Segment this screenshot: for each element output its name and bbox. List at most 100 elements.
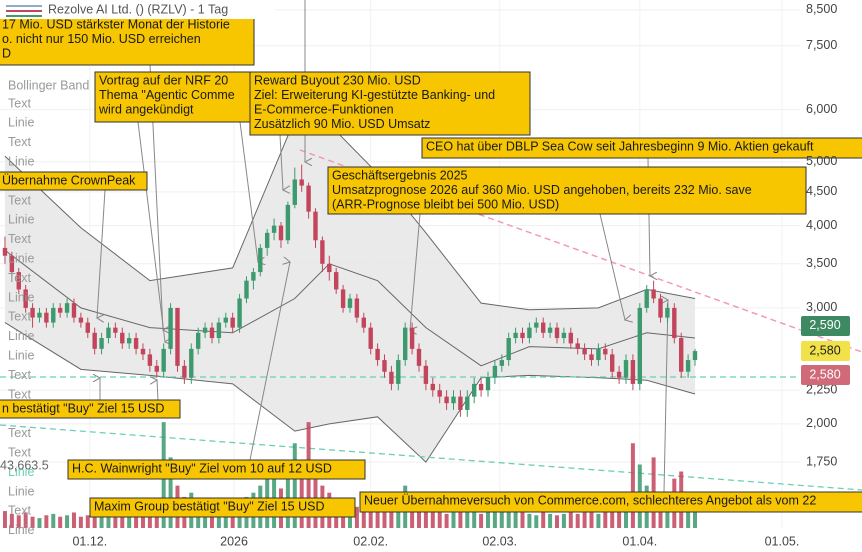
legend-label: Text [8,445,31,459]
candle-body [402,327,408,361]
legend-label: Text [8,310,31,324]
candle-body [368,327,373,349]
annotation-text: wird angekündigt [98,102,194,116]
annotation-text: Thema "Agentic Comme [99,88,235,102]
y-tick-label: 4,000 [806,218,837,232]
legend-label: Text [8,387,31,401]
candle-body [189,348,194,378]
candle-body [271,225,277,233]
candle-body [230,317,235,328]
annotation: Übernahme CrownPeak [0,171,148,191]
candle-body [313,211,318,241]
candle-body [375,348,380,361]
candle-body [513,332,518,339]
band-fill [4,119,696,463]
legend-label: Linie [8,523,34,537]
legend-label: Text [8,232,31,246]
axes: 8,500 7,500 6,000 5,000 4,500 4,000 3,500 3,000… [0,2,850,548]
candle-body [492,365,498,378]
candle-body [51,307,56,323]
annotation-box [0,15,255,66]
arrow [97,189,106,318]
candle-body [382,360,387,372]
y-tick-label: 5,000 [806,154,837,168]
candle-body [692,351,698,361]
candle-body [582,348,587,355]
band-lower [4,322,696,463]
title-background [0,0,275,19]
candle-body [16,272,21,290]
candle-body [616,371,622,378]
candle-body [292,179,297,205]
candle-body [195,332,201,349]
candle-body [444,396,449,404]
candle-body [589,354,594,361]
candle-body [547,327,553,333]
candle-body [37,312,42,318]
candle-body [285,204,291,241]
price-label: 2,590 [809,318,840,332]
annotation-text: Geschäftsergebnis 2025 [332,168,468,182]
candle-body [113,327,118,333]
legend-label: Text [8,504,31,518]
candle-body [672,307,677,339]
candle-body [685,360,691,372]
candle-body [175,307,180,366]
legend-label: Linie [8,465,34,479]
annotations: 17 Mio. USD stärkster Monat der Historie… [0,15,862,518]
annotation-box [359,491,862,513]
candle-body [78,317,84,323]
annotation-text: Neuer Übernahmeversuch von Commerce.com,… [364,493,816,507]
candle-body [471,383,477,397]
annotation-text: o. nicht nur 150 Mio. USD erreichen [2,32,201,46]
annotation-box [421,137,862,159]
candle-body [527,327,532,339]
candle-body [306,185,311,212]
x-tick-label: 01.12. [72,534,107,548]
annotation: n bestätigt "Buy" Ziel 15 USD [0,399,181,419]
candle-body [644,289,649,308]
candle-body [251,272,256,281]
y-tick-label: 6,000 [806,102,837,116]
candle-body [278,225,284,241]
candle-body [327,263,332,273]
candle-body [9,255,15,273]
candle-body [154,365,159,372]
legend-label: Text [8,135,31,149]
candle-body [133,338,139,349]
legend-label: Linie [8,213,34,227]
candle-body [244,280,249,299]
candle-body [126,338,132,344]
candle-body [168,307,173,349]
candle-body [106,327,111,339]
annotation-box [0,171,148,191]
annotation: Maxim Group bestätigt "Buy" Ziel 15 USD [89,497,356,518]
annotation-box [89,497,356,518]
candle-body [140,348,146,355]
y-tick-label: 8,500 [806,2,837,16]
legend-label: Bollinger Band [8,78,89,92]
candle-body [299,179,304,186]
annotation-box [0,399,181,419]
candle-body [361,317,366,328]
x-tick-label: 2026 [220,534,248,548]
annotation-text: n bestätigt "Buy" Ziel 15 USD [2,401,164,415]
candle-body [30,307,35,318]
annotation-box [67,459,366,480]
legend-label: Linie [8,116,34,130]
candle-body [264,232,270,248]
y-tick-label: 1,750 [806,454,837,468]
candle-body [71,303,77,318]
candle-body [354,298,360,318]
candle-body [610,354,615,372]
candle-body [458,396,463,410]
annotation-text: D [2,46,11,60]
candle-body [182,365,187,378]
arrow [664,300,668,493]
candle-body [423,365,429,384]
candle-body [465,396,470,410]
candle-body [161,348,166,372]
candle-body [665,307,670,318]
candle-body [237,298,242,328]
